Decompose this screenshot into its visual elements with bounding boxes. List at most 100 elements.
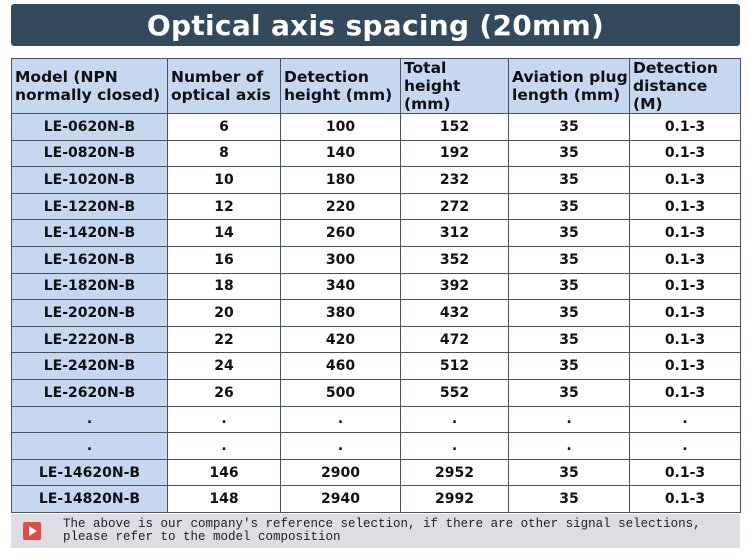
cell-plug-length: 35 <box>508 272 630 301</box>
cell-optical-axis: 8 <box>167 139 281 168</box>
table-row: LE-14620N-B 146 2900 2952 35 0.1-3 <box>11 458 741 487</box>
cell-model: . <box>11 432 168 460</box>
cell-total-height: 272 <box>400 192 509 221</box>
cell-plug-length: 35 <box>508 352 630 380</box>
cell-plug-length: 35 <box>508 325 630 354</box>
cell-detection-height: 260 <box>280 219 401 247</box>
cell-model: LE-2220N-B <box>11 325 168 354</box>
header-plug-length: Aviation plug length (mm) <box>508 58 630 114</box>
cell-model: LE-2020N-B <box>11 299 168 327</box>
cell-plug-length: 35 <box>508 219 630 247</box>
table-row: LE-2020N-B 20 380 432 35 0.1-3 <box>11 299 741 327</box>
page-title: Optical axis spacing (20mm) <box>11 4 740 46</box>
cell-detection-height: 220 <box>280 192 401 221</box>
header-optical-axis: Number of optical axis <box>167 58 281 114</box>
cell-optical-axis: 12 <box>167 192 281 221</box>
cell-total-height: 2952 <box>400 458 509 487</box>
cell-total-height: . <box>400 405 509 434</box>
cell-model: LE-1820N-B <box>11 272 168 301</box>
cell-plug-length: 35 <box>508 485 630 513</box>
cell-total-height: 192 <box>400 139 509 168</box>
cell-detection-height: 140 <box>280 139 401 168</box>
cell-detection-distance: 0.1-3 <box>629 192 741 221</box>
header-detection-distance: Detection distance (M) <box>629 58 741 114</box>
cell-total-height: 352 <box>400 245 509 274</box>
cell-total-height: 432 <box>400 299 509 327</box>
cell-detection-distance: 0.1-3 <box>629 352 741 380</box>
cell-total-height: 552 <box>400 378 509 407</box>
cell-optical-axis: 26 <box>167 378 281 407</box>
table-row: LE-0620N-B 6 100 152 35 0.1-3 <box>11 113 741 141</box>
cell-total-height: 472 <box>400 325 509 354</box>
table-row: LE-0820N-B 8 140 192 35 0.1-3 <box>11 139 741 168</box>
cell-total-height: 392 <box>400 272 509 301</box>
cell-detection-distance: 0.1-3 <box>629 325 741 354</box>
table-row: LE-14820N-B 148 2940 2992 35 0.1-3 <box>11 485 741 513</box>
table-row: LE-2620N-B 26 500 552 35 0.1-3 <box>11 378 741 407</box>
cell-detection-distance: 0.1-3 <box>629 139 741 168</box>
cell-detection-distance: 0.1-3 <box>629 272 741 301</box>
table-row: LE-1820N-B 18 340 392 35 0.1-3 <box>11 272 741 301</box>
note-line-1: The above is our company's reference sel… <box>63 517 701 531</box>
cell-total-height: 2992 <box>400 485 509 513</box>
spec-table: Model (NPN normally closed) Number of op… <box>11 58 741 513</box>
table-row: LE-1220N-B 12 220 272 35 0.1-3 <box>11 192 741 221</box>
cell-detection-height: 340 <box>280 272 401 301</box>
cell-plug-length: 35 <box>508 299 630 327</box>
cell-optical-axis: 24 <box>167 352 281 380</box>
cell-total-height: . <box>400 432 509 460</box>
cell-total-height: 152 <box>400 113 509 141</box>
cell-optical-axis: 18 <box>167 272 281 301</box>
table-row: LE-2220N-B 22 420 472 35 0.1-3 <box>11 325 741 354</box>
cell-model: LE-14820N-B <box>11 485 168 513</box>
cell-detection-height: . <box>280 405 401 434</box>
cell-model: LE-2420N-B <box>11 352 168 380</box>
cell-model: LE-1620N-B <box>11 245 168 274</box>
cell-optical-axis: 16 <box>167 245 281 274</box>
cell-detection-distance: 0.1-3 <box>629 113 741 141</box>
cell-optical-axis: 146 <box>167 458 281 487</box>
cell-optical-axis: 10 <box>167 166 281 194</box>
cell-detection-distance: 0.1-3 <box>629 485 741 513</box>
cell-detection-distance: 0.1-3 <box>629 245 741 274</box>
cell-model: . <box>11 405 168 434</box>
header-detection-height: Detection height (mm) <box>280 58 401 114</box>
cell-detection-height: 300 <box>280 245 401 274</box>
cell-total-height: 232 <box>400 166 509 194</box>
play-icon <box>23 522 41 540</box>
table-row: LE-1020N-B 10 180 232 35 0.1-3 <box>11 166 741 194</box>
cell-model: LE-0820N-B <box>11 139 168 168</box>
table-row: LE-1620N-B 16 300 352 35 0.1-3 <box>11 245 741 274</box>
note-line-2: please refer to the model composition <box>63 530 341 544</box>
table-row: LE-2420N-B 24 460 512 35 0.1-3 <box>11 352 741 380</box>
cell-plug-length: 35 <box>508 139 630 168</box>
cell-optical-axis: 14 <box>167 219 281 247</box>
cell-total-height: 512 <box>400 352 509 380</box>
cell-model: LE-14620N-B <box>11 458 168 487</box>
cell-plug-length: 35 <box>508 458 630 487</box>
cell-detection-height: 380 <box>280 299 401 327</box>
cell-plug-length: 35 <box>508 166 630 194</box>
cell-detection-height: 420 <box>280 325 401 354</box>
cell-model: LE-1020N-B <box>11 166 168 194</box>
cell-detection-distance: 0.1-3 <box>629 458 741 487</box>
cell-detection-height: . <box>280 432 401 460</box>
cell-detection-distance: . <box>629 432 741 460</box>
cell-optical-axis: 148 <box>167 485 281 513</box>
cell-detection-distance: 0.1-3 <box>629 378 741 407</box>
cell-plug-length: 35 <box>508 245 630 274</box>
cell-detection-height: 2900 <box>280 458 401 487</box>
cell-detection-height: 100 <box>280 113 401 141</box>
cell-model: LE-1220N-B <box>11 192 168 221</box>
note-bar: The above is our company's reference sel… <box>11 514 740 548</box>
note-text: The above is our company's reference sel… <box>63 518 701 544</box>
cell-optical-axis: . <box>167 432 281 460</box>
cell-model: LE-1420N-B <box>11 219 168 247</box>
cell-detection-distance: 0.1-3 <box>629 219 741 247</box>
table-body: LE-0620N-B 6 100 152 35 0.1-3 LE-0820N-B 8 140 19… <box>11 113 741 513</box>
cell-detection-distance: . <box>629 405 741 434</box>
cell-detection-height: 500 <box>280 378 401 407</box>
cell-detection-height: 180 <box>280 166 401 194</box>
cell-plug-length: 35 <box>508 113 630 141</box>
cell-model: LE-0620N-B <box>11 113 168 141</box>
